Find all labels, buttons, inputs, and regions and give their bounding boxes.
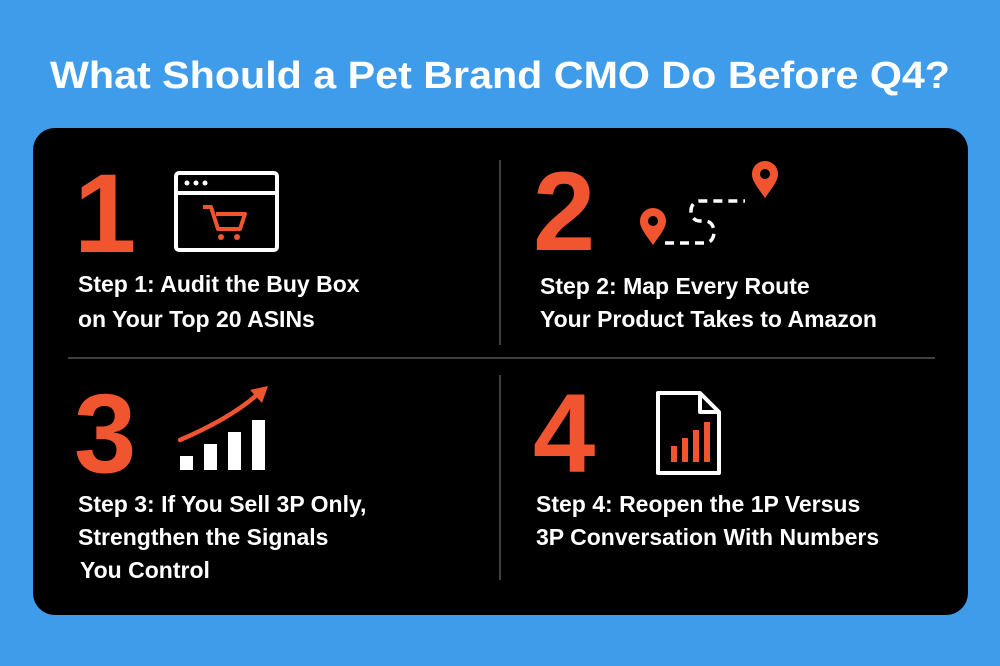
title: What Should a Pet Brand CMO Do Before Q4… xyxy=(50,55,950,97)
icon-report xyxy=(656,391,721,475)
step-number: 3 xyxy=(74,371,136,496)
step-text: Strengthen the Signals xyxy=(78,524,328,550)
step-number: 1 xyxy=(74,151,136,276)
step-text: Step 1: Audit the Buy Box xyxy=(78,271,360,297)
step-text: You Control xyxy=(80,557,210,583)
step-number: 2 xyxy=(533,149,595,274)
step-text: Step 4: Reopen the 1P Versus xyxy=(536,491,860,517)
step-text: Your Product Takes to Amazon xyxy=(540,306,877,332)
step-number: 4 xyxy=(533,371,595,496)
step-text: Step 2: Map Every Route xyxy=(540,273,810,299)
icon-growth xyxy=(177,386,268,470)
step-text: 3P Conversation With Numbers xyxy=(536,524,879,550)
icon-route xyxy=(640,161,778,245)
step-text: on Your Top 20 ASINs xyxy=(78,306,315,332)
icon-browser-cart xyxy=(174,171,279,252)
step-text: Step 3: If You Sell 3P Only, xyxy=(78,491,366,517)
